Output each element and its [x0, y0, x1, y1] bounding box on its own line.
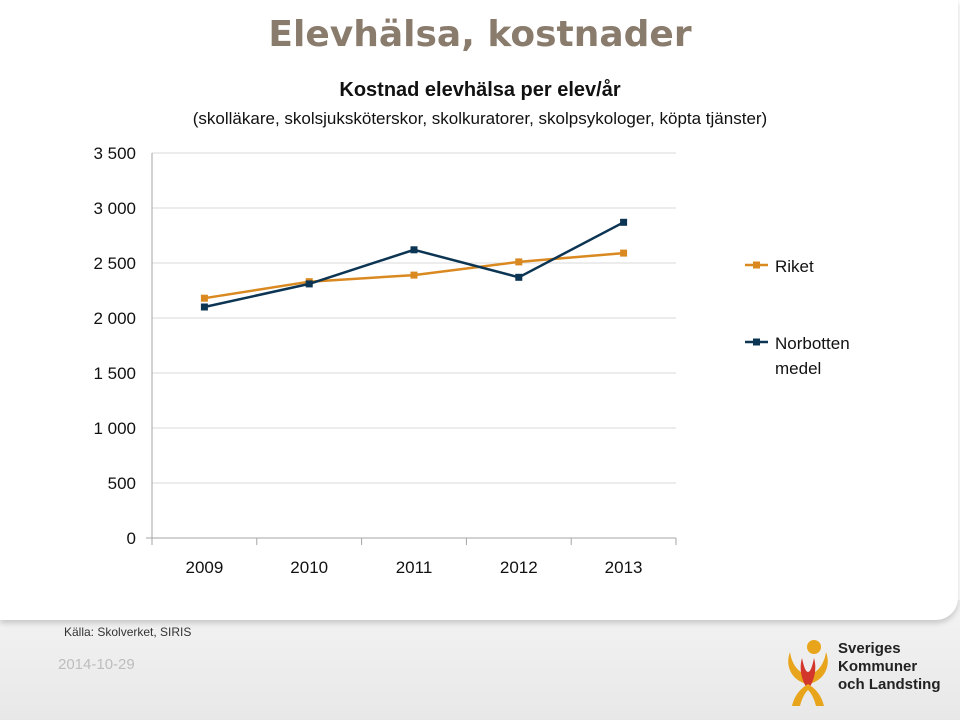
data-point: [200, 303, 208, 311]
data-point: [200, 294, 208, 302]
logo-text: Sveriges Kommuner och Landsting: [838, 640, 941, 694]
slide-title: Elevhälsa, kostnader: [268, 14, 692, 55]
legend-label: Norbotten: [775, 334, 850, 353]
date-label: 2014-10-29: [58, 656, 135, 673]
logo-line: Kommuner: [838, 658, 918, 675]
slide-card: [0, 0, 958, 620]
y-tick-label: 0: [127, 529, 136, 548]
series-line-norbotten: [204, 221, 625, 309]
line-chart: Kostnad elevhälsa per elev/år (skolläkare…: [93, 78, 850, 577]
data-point: [620, 249, 628, 257]
legend-label: medel: [775, 359, 821, 378]
data-point: [515, 273, 523, 281]
data-point: [620, 218, 628, 226]
y-tick-label: 1 000: [93, 419, 136, 438]
x-tick-label: 2011: [396, 558, 433, 577]
y-tick-label: 3 500: [93, 144, 136, 163]
x-tick-label: 2012: [500, 558, 538, 577]
y-tick-label: 500: [108, 474, 136, 493]
data-point: [305, 280, 313, 288]
data-point: [410, 271, 418, 279]
chart-subtitle: (skolläkare, skolsjuksköterskor, skolkur…: [193, 109, 767, 128]
x-tick-label: 2013: [605, 558, 643, 577]
data-point: [410, 246, 418, 254]
x-tick-label: 2009: [185, 558, 223, 577]
y-tick-label: 2 000: [93, 309, 136, 328]
chart-title: Kostnad elevhälsa per elev/år: [339, 78, 620, 101]
x-tick-label: 2010: [290, 558, 328, 577]
logo-line: och Landsting: [838, 676, 941, 693]
y-tick-label: 1 500: [93, 364, 136, 383]
skl-logo-icon: [788, 640, 828, 706]
y-tick-label: 3 000: [93, 199, 136, 218]
y-tick-label: 2 500: [93, 254, 136, 273]
legend-marker: [753, 338, 760, 346]
data-point: [515, 258, 523, 266]
legend-marker: [753, 261, 760, 269]
source-note: Källa: Skolverket, SIRIS: [64, 625, 192, 639]
logo-line: Sveriges: [838, 640, 901, 657]
legend-label: Riket: [775, 257, 814, 276]
skl-logo: Sveriges Kommuner och Landsting: [780, 638, 960, 708]
